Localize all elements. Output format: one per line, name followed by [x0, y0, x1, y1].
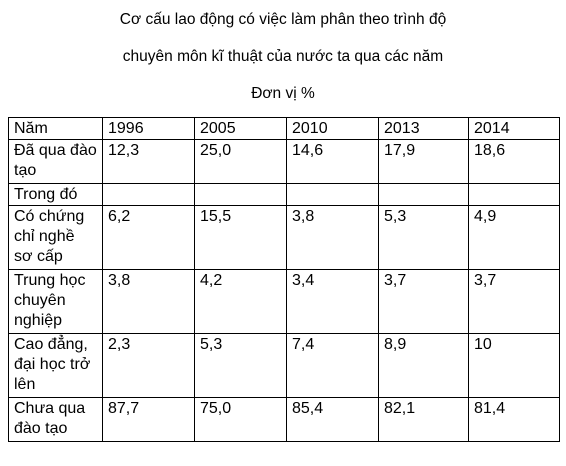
row-label: Đã qua đào tạo	[8, 139, 103, 184]
table-cell	[286, 183, 379, 206]
table-cell: 82,1	[378, 397, 469, 442]
table-title-line-2: chuyên môn kĩ thuật của nước ta qua các …	[122, 48, 444, 65]
header-cell: 2014	[468, 117, 560, 140]
table-row: Đã qua đào tạo 12,3 25,0 14,6 17,9 18,6	[8, 139, 560, 184]
table-cell: 75,0	[194, 397, 287, 442]
table-row: Chưa qua đào tạo 87,7 75,0 85,4 82,1 81,…	[8, 397, 560, 442]
table-cell: 25,0	[194, 139, 287, 184]
table-cell: 4,9	[468, 205, 560, 270]
table-cell: 17,9	[378, 139, 469, 184]
table-cell: 15,5	[194, 205, 287, 270]
header-cell: 2010	[286, 117, 379, 140]
row-label: Trong đó	[8, 183, 103, 206]
table-cell: 18,6	[468, 139, 560, 184]
table-cell	[468, 183, 560, 206]
table-cell: 85,4	[286, 397, 379, 442]
table-title-line-1: Cơ cấu lao động có việc làm phân theo tr…	[119, 11, 447, 28]
table-cell: 3,8	[102, 269, 195, 334]
table-header-row: Năm 1996 2005 2010 2013 2014	[8, 117, 560, 140]
table-cell: 5,3	[378, 205, 469, 270]
table-cell: 87,7	[102, 397, 195, 442]
table-cell: 3,7	[468, 269, 560, 334]
table-row: Cao đẳng, đại học trở lên 2,3 5,3 7,4 8,…	[8, 333, 560, 398]
table-cell	[378, 183, 469, 206]
table-cell: 10	[468, 333, 560, 398]
table-cell: 3,4	[286, 269, 379, 334]
row-label: Cao đẳng, đại học trở lên	[8, 333, 103, 398]
unit-label: Đơn vị %	[251, 85, 315, 102]
table-cell: 4,2	[194, 269, 287, 334]
table-cell: 14,6	[286, 139, 379, 184]
table-row: Trong đó	[8, 183, 560, 206]
labor-structure-table: Năm 1996 2005 2010 2013 2014 Đã qua đào …	[8, 117, 560, 442]
row-label: Trung học chuyên nghiệp	[8, 269, 103, 334]
table-cell	[194, 183, 287, 206]
row-label: Có chứng chỉ nghề sơ cấp	[8, 205, 103, 270]
header-cell: 2005	[194, 117, 287, 140]
table-cell: 3,8	[286, 205, 379, 270]
header-cell: 1996	[102, 117, 195, 140]
table-cell: 8,9	[378, 333, 469, 398]
row-label: Chưa qua đào tạo	[8, 397, 103, 442]
table-cell: 81,4	[468, 397, 560, 442]
table-cell: 5,3	[194, 333, 287, 398]
table-cell	[102, 183, 195, 206]
table-cell: 2,3	[102, 333, 195, 398]
table-row: Trung học chuyên nghiệp 3,8 4,2 3,4 3,7 …	[8, 269, 560, 334]
table-cell: 12,3	[102, 139, 195, 184]
table-cell: 7,4	[286, 333, 379, 398]
table-row: Có chứng chỉ nghề sơ cấp 6,2 15,5 3,8 5,…	[8, 205, 560, 270]
header-cell-year: Năm	[8, 117, 103, 140]
table-cell: 3,7	[378, 269, 469, 334]
header-cell: 2013	[378, 117, 469, 140]
table-cell: 6,2	[102, 205, 195, 270]
